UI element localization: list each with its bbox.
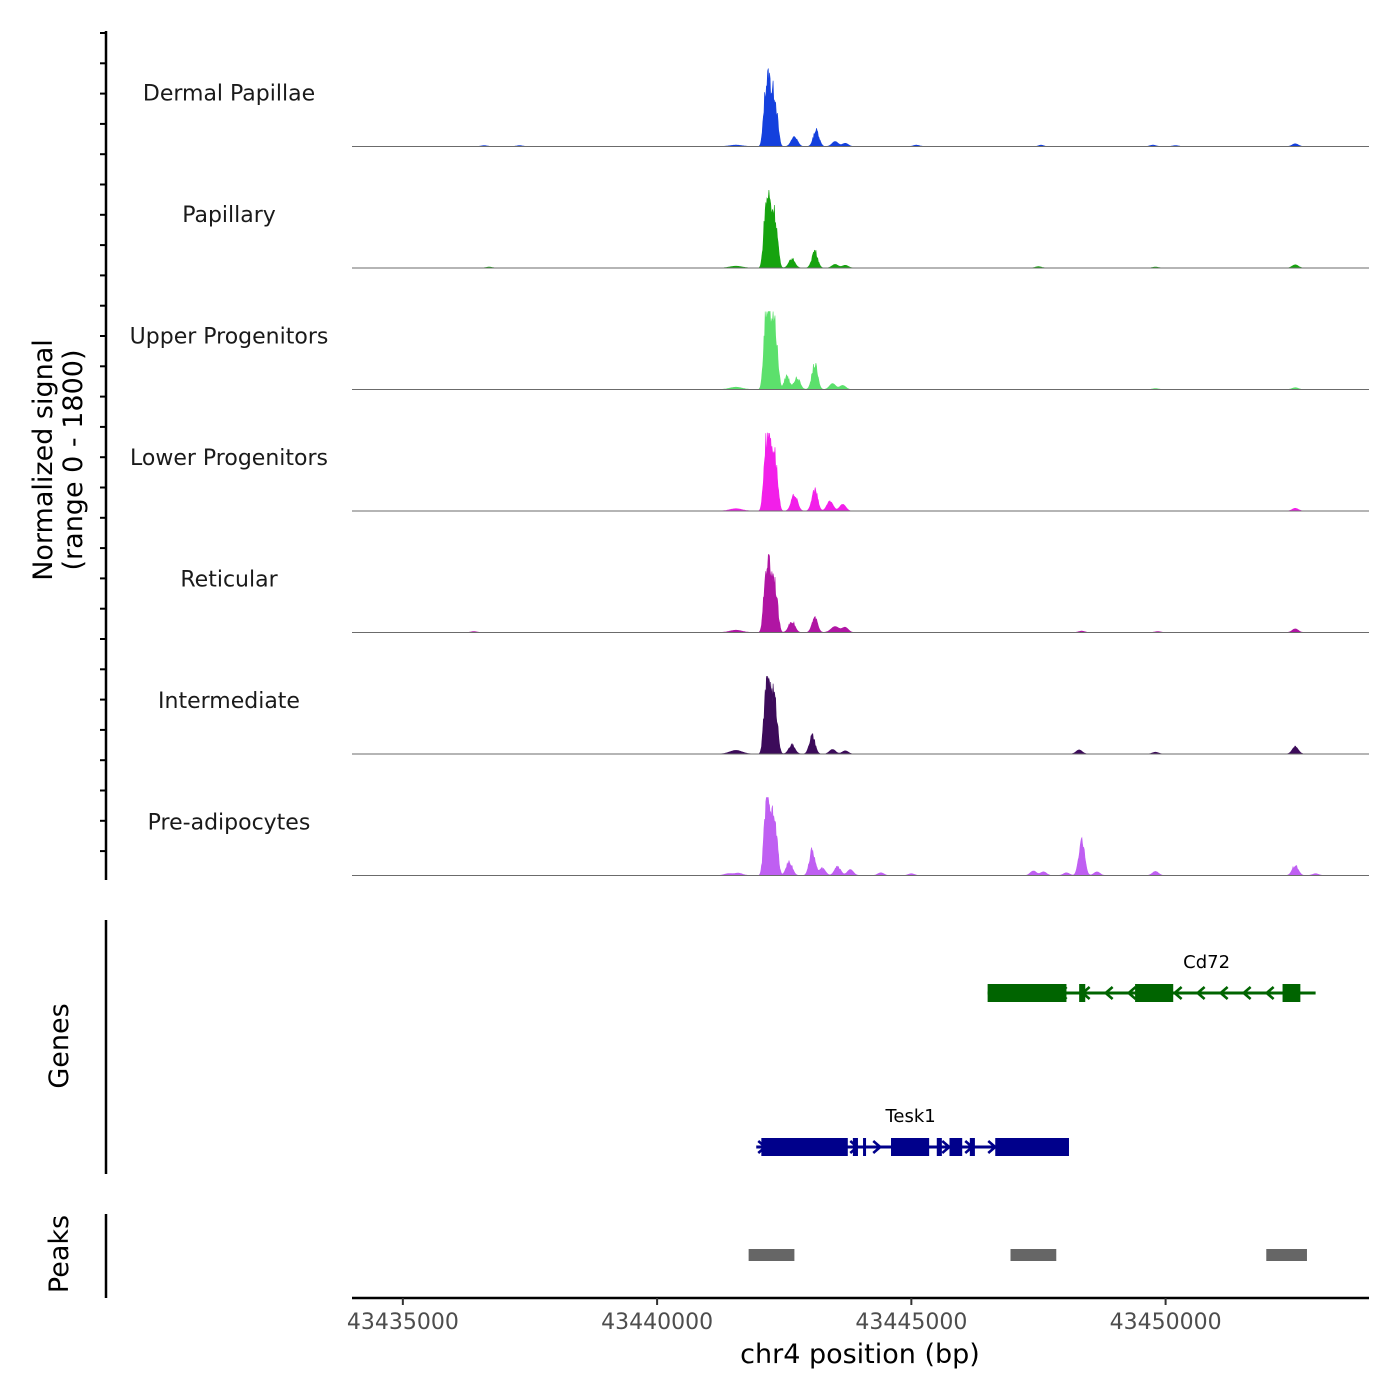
peak-region — [1266, 1249, 1307, 1261]
strand-arrow — [1103, 986, 1114, 1000]
x-tick-label: 43440000 — [601, 1310, 713, 1335]
gene-exon — [995, 1138, 1069, 1156]
track-pre-adipocytes: Pre-adipocytes — [148, 797, 1369, 876]
strand-arrow — [1172, 986, 1183, 1000]
strand-arrow — [1241, 986, 1252, 1000]
x-axis-title: chr4 position (bp) — [740, 1339, 980, 1370]
track-label: Papillary — [182, 203, 276, 228]
gene-exon — [852, 1138, 858, 1156]
gene-cd72: Cd72 — [987, 952, 1316, 1002]
signal-tracks: Dermal Papillae Papillary Upper Progenitor… — [130, 68, 1369, 876]
y-axis-subtitle: (range 0 - 1800) — [58, 350, 89, 571]
peak-region — [748, 1249, 795, 1261]
gene-exon — [891, 1138, 930, 1156]
track-label: Lower Progenitors — [130, 446, 328, 471]
gene-exon — [1282, 984, 1301, 1002]
strand-arrow — [1264, 986, 1275, 1000]
gene-exon — [969, 1138, 975, 1156]
gene-exon — [949, 1138, 963, 1156]
peaks-track — [748, 1249, 1307, 1261]
track-lower-progenitors: Lower Progenitors — [130, 432, 1369, 512]
peaks-track-title: Peaks — [44, 1215, 75, 1293]
gene-exon — [987, 984, 1067, 1002]
genes-track-title: Genes — [44, 1003, 75, 1088]
strand-arrow — [1218, 986, 1229, 1000]
strand-arrow — [1195, 986, 1206, 1000]
gene-label: Tesk1 — [884, 1106, 935, 1127]
track-label: Upper Progenitors — [130, 325, 329, 350]
y-axis-title: Normalized signal — [28, 339, 59, 581]
strand-arrow — [1126, 986, 1137, 1000]
gene-exon — [936, 1138, 942, 1156]
strand-arrow — [941, 1140, 952, 1154]
peak-region — [1010, 1249, 1057, 1261]
x-tick-label: 43435000 — [347, 1310, 459, 1335]
track-reticular: Reticular — [180, 554, 1369, 633]
track-upper-progenitors: Upper Progenitors — [130, 311, 1369, 390]
gene-exon — [863, 1138, 867, 1156]
strand-arrow — [872, 1140, 883, 1154]
x-axis-ticks: 43435000 43440000 43445000 43450000 — [347, 1298, 1222, 1335]
gene-exon — [1079, 984, 1086, 1002]
gene-exon — [1135, 984, 1174, 1002]
track-papillary: Papillary — [182, 189, 1369, 269]
x-tick-label: 43445000 — [855, 1310, 967, 1335]
track-intermediate: Intermediate — [158, 675, 1369, 755]
signal-y-ticks — [100, 32, 106, 853]
x-tick-label: 43450000 — [1110, 1310, 1222, 1335]
genes-track: Cd72 Tesk1 — [756, 952, 1316, 1156]
track-label: Reticular — [180, 568, 278, 593]
gene-label: Cd72 — [1183, 952, 1230, 973]
gene-exon — [761, 1138, 848, 1156]
track-label: Dermal Papillae — [143, 82, 315, 107]
gene-tesk1: Tesk1 — [756, 1106, 1069, 1156]
track-label: Pre-adipocytes — [148, 811, 311, 836]
track-dermal-papillae: Dermal Papillae — [143, 68, 1369, 147]
track-label: Intermediate — [158, 689, 300, 714]
